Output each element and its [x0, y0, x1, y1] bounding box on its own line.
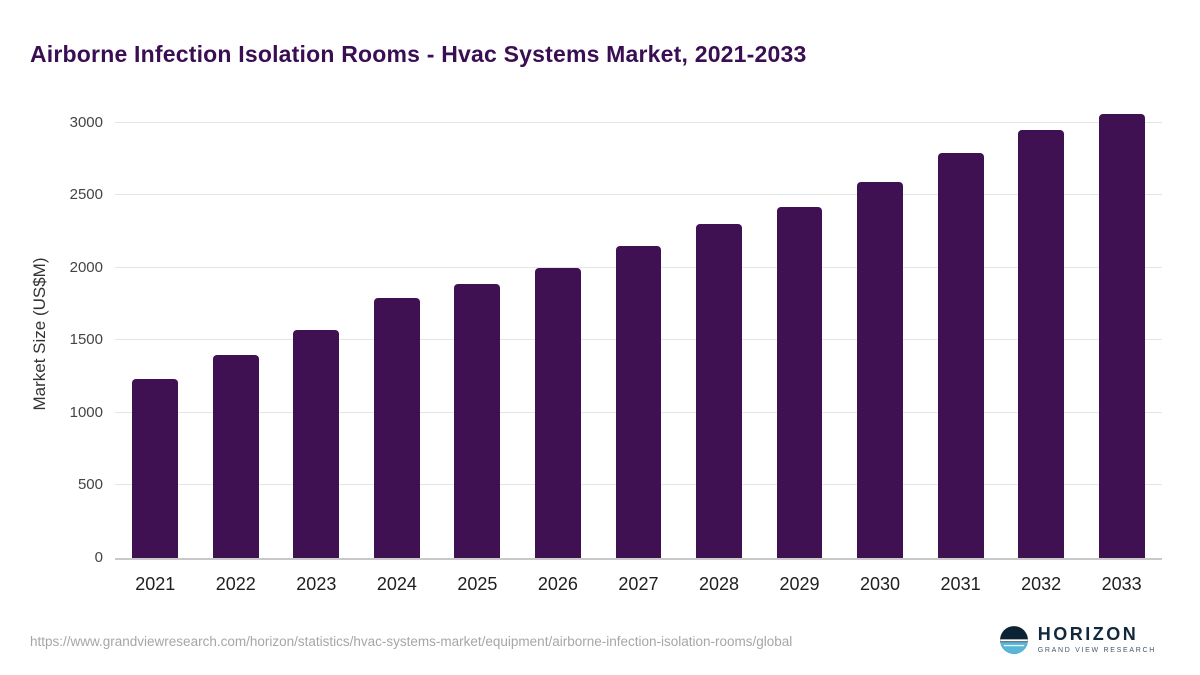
y-tick-label: 1500: [69, 331, 103, 349]
x-tick-label: 2026: [537, 574, 578, 594]
bar-column-2024: [357, 108, 438, 558]
x-tick-label: 2024: [376, 574, 417, 594]
bar-2024: [373, 298, 420, 558]
x-tick-label: 2029: [779, 574, 820, 594]
bar-2030: [857, 182, 903, 558]
plot-area: 0 500 1000 1500 2000 2500 3000: [70, 108, 1162, 566]
x-tick-label: 2032: [1021, 574, 1062, 594]
horizon-logo: HORIZON GRAND VIEW RESEARCH: [999, 624, 1156, 655]
horizon-logo-text: HORIZON GRAND VIEW RESEARCH: [1037, 624, 1156, 655]
bar-column-2033: [1081, 108, 1162, 558]
bar-column-2026: [518, 108, 599, 558]
chart-title: Airborne Infection Isolation Rooms - Hva…: [30, 41, 807, 68]
x-tick-label: 2033: [1101, 574, 1142, 594]
x-tick-label: 2028: [698, 574, 739, 594]
bar-column-2025: [437, 108, 518, 558]
bar-column-2023: [276, 108, 357, 558]
x-axis-ticks: 2021 2022 2023 2024 2025 2026 2027 2028 2029 2030…: [115, 562, 1162, 598]
y-tick-label: 2000: [69, 258, 103, 276]
bar-2031: [937, 153, 984, 558]
bar-column-2021: [115, 108, 196, 558]
bar-2022: [212, 354, 259, 558]
x-tick-label: 2030: [860, 574, 901, 594]
bar-column-2027: [598, 108, 679, 558]
bar-column-2032: [1001, 108, 1082, 558]
bar-column-2022: [196, 108, 277, 558]
bar-2029: [776, 206, 823, 558]
y-tick-label: 0: [94, 549, 103, 566]
y-axis-title: Market Size (US$M): [30, 257, 49, 411]
y-tick-label: 1000: [69, 403, 103, 421]
x-tick-label: 2023: [296, 574, 337, 594]
bar-column-2030: [840, 108, 921, 558]
bar-2028: [696, 224, 742, 558]
bar-column-2028: [679, 108, 760, 558]
bar-2025: [454, 283, 501, 558]
bar-2023: [293, 330, 340, 558]
y-tick-label: 2500: [69, 186, 103, 204]
horizon-logo-subtitle: GRAND VIEW RESEARCH: [1037, 647, 1156, 655]
bar-column-2031: [920, 108, 1001, 558]
x-tick-label: 2021: [135, 574, 176, 594]
x-tick-label: 2025: [457, 574, 498, 594]
y-tick-label: 3000: [69, 113, 103, 131]
gridline: [115, 194, 1162, 196]
bar-2032: [1018, 129, 1065, 558]
source-url: https://www.grandviewresearch.com/horizo…: [30, 634, 793, 649]
gridline: [115, 121, 1162, 123]
bar-2033: [1098, 113, 1145, 558]
bar-2026: [534, 267, 581, 558]
bar-column-2029: [759, 108, 840, 558]
x-tick-label: 2027: [618, 574, 659, 594]
bar-2021: [132, 379, 179, 558]
horizon-logo-icon: [999, 625, 1029, 655]
x-tick-label: 2031: [940, 574, 981, 594]
y-tick-label: 500: [77, 476, 103, 494]
horizon-logo-title: HORIZON: [1037, 624, 1139, 645]
x-tick-label: 2022: [215, 574, 256, 594]
bar-2027: [615, 245, 662, 558]
